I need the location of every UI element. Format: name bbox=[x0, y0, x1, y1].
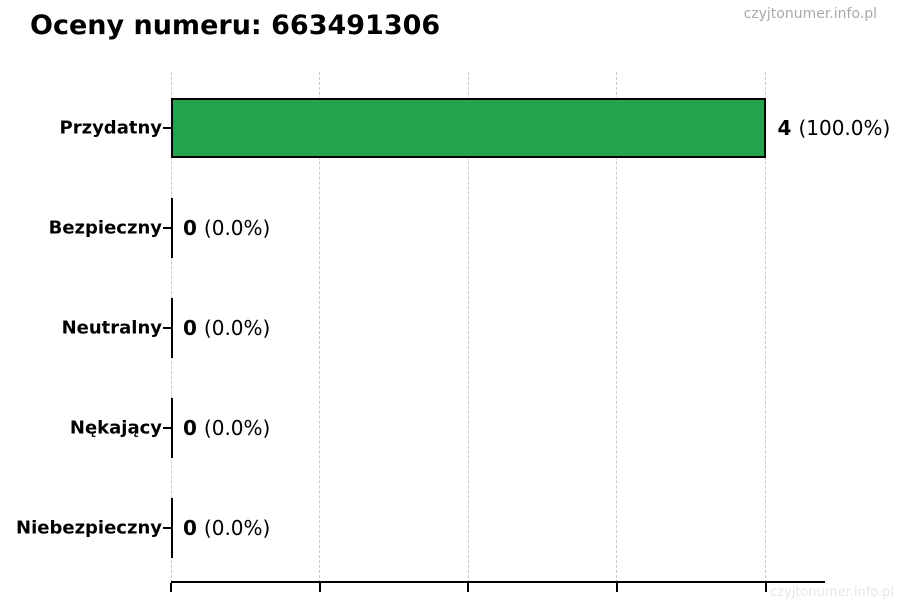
value-label: 4 (100.0%) bbox=[778, 116, 891, 140]
value-percent: (0.0%) bbox=[203, 416, 271, 440]
category-label: Nękający bbox=[69, 417, 162, 439]
category-label: Neutralny bbox=[61, 317, 162, 339]
value-count: 0 bbox=[183, 516, 197, 540]
gridline bbox=[616, 72, 618, 583]
y-axis-tick bbox=[163, 427, 172, 429]
zero-value-bar bbox=[171, 198, 173, 258]
y-axis-tick bbox=[163, 227, 172, 229]
bar bbox=[171, 98, 766, 158]
y-axis-tick bbox=[163, 527, 172, 529]
gridline bbox=[765, 72, 767, 583]
gridline bbox=[319, 72, 321, 583]
value-label: 0 (0.0%) bbox=[183, 516, 270, 540]
value-count: 0 bbox=[183, 416, 197, 440]
category-label: Przydatny bbox=[59, 117, 162, 139]
chart-title: Oceny numeru: 663491306 bbox=[30, 10, 441, 41]
watermark-top: czyjtonumer.info.pl bbox=[743, 6, 877, 22]
x-axis-tick bbox=[764, 583, 767, 592]
x-axis-tick bbox=[615, 583, 618, 592]
y-axis-tick bbox=[163, 327, 172, 329]
x-axis-tick bbox=[318, 583, 321, 592]
value-label: 0 (0.0%) bbox=[183, 216, 270, 240]
value-percent: (100.0%) bbox=[798, 116, 891, 140]
value-count: 0 bbox=[183, 316, 197, 340]
category-label: Niebezpieczny bbox=[16, 517, 162, 539]
gridline bbox=[467, 72, 469, 583]
zero-value-bar bbox=[171, 398, 173, 458]
value-count: 4 bbox=[777, 116, 792, 140]
value-percent: (0.0%) bbox=[203, 516, 271, 540]
x-axis-tick bbox=[170, 583, 172, 592]
watermark-bottom-faint: czyjtonumer.info.pl bbox=[770, 585, 894, 600]
x-axis-tick bbox=[467, 583, 470, 592]
plot-area: 4 (100.0%) 0 (0.0%) 0 (0.0%) 0 (0.0%) 0 (0.0%) bbox=[170, 72, 890, 592]
value-label: 0 (0.0%) bbox=[183, 416, 270, 440]
category-label: Bezpieczny bbox=[48, 217, 162, 239]
value-percent: (0.0%) bbox=[203, 316, 271, 340]
value-label: 0 (0.0%) bbox=[183, 316, 270, 340]
x-axis-line bbox=[171, 581, 825, 583]
zero-value-bar bbox=[171, 498, 173, 558]
y-axis-tick bbox=[163, 127, 172, 129]
value-percent: (0.0%) bbox=[203, 216, 271, 240]
zero-value-bar bbox=[171, 298, 173, 358]
value-count: 0 bbox=[183, 216, 197, 240]
